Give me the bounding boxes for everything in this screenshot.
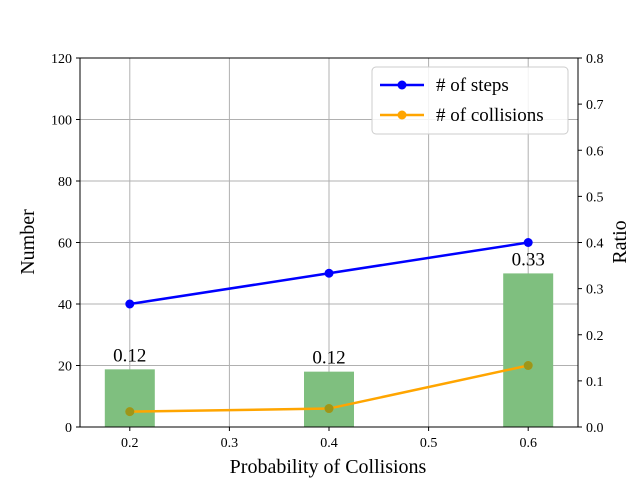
y-right-tick-label: 0.0	[586, 421, 604, 436]
ratio-bar	[304, 371, 354, 427]
y-right-axis-ticks: 0.0 0.1 0.2 0.3 0.4 0.5 0.6 0.7 0.8	[578, 52, 604, 436]
ratio-bar	[104, 369, 155, 427]
bar-value-label: 0.12	[113, 345, 146, 366]
x-tick-label: 0.5	[420, 436, 438, 451]
y-right-tick-label: 0.3	[586, 283, 604, 298]
y-left-tick-label: 40	[58, 298, 72, 313]
x-axis-ticks: 0.2 0.3 0.4 0.5 0.6	[121, 427, 537, 451]
y-right-tick-label: 0.8	[586, 52, 604, 67]
y-right-tick-label: 0.7	[586, 98, 604, 113]
y-left-axis-label: Number	[17, 209, 39, 275]
y-left-tick-label: 120	[51, 52, 72, 67]
series-point-overlap-tint	[324, 404, 334, 414]
legend-entry-label: # of steps	[436, 75, 509, 96]
y-right-tick-label: 0.1	[586, 375, 604, 390]
x-axis-label: Probability of Collisions	[230, 456, 427, 478]
x-tick-label: 0.4	[320, 436, 338, 451]
y-right-tick-label: 0.5	[586, 190, 604, 205]
series-point-overlap-tint	[523, 361, 533, 370]
y-right-axis-label: Ratio	[609, 220, 631, 263]
bar-value-label: 0.33	[512, 249, 545, 270]
y-right-tick-label: 0.2	[586, 329, 604, 344]
y-left-tick-label: 60	[58, 237, 72, 252]
y-right-tick-label: 0.6	[586, 144, 604, 159]
ratio-bar	[503, 273, 554, 427]
legend-swatch-marker	[397, 110, 407, 120]
series-point-steps	[523, 238, 533, 247]
y-left-axis-ticks: 0 20 40 60 80 100 120	[51, 52, 80, 436]
series-point-overlap-tint	[125, 407, 135, 417]
y-left-tick-label: 80	[58, 175, 72, 190]
legend-entry-label: # of collisions	[436, 105, 544, 126]
x-tick-label: 0.3	[221, 436, 239, 451]
bar-value-label: 0.12	[312, 348, 345, 369]
bars	[104, 273, 554, 427]
series-point-steps	[125, 299, 135, 309]
y-left-tick-label: 100	[51, 114, 72, 129]
y-left-tick-label: 0	[65, 421, 72, 436]
y-left-tick-label: 20	[58, 360, 72, 375]
x-tick-label: 0.2	[121, 436, 139, 451]
x-tick-label: 0.6	[519, 436, 537, 451]
bar-value-labels: 0.12 0.12 0.33	[113, 249, 545, 368]
legend-swatch-marker	[397, 80, 407, 90]
y-right-tick-label: 0.4	[586, 237, 604, 252]
legend: # of steps # of collisions	[371, 66, 569, 135]
series-point-steps	[324, 268, 334, 278]
series-lines	[125, 238, 533, 417]
